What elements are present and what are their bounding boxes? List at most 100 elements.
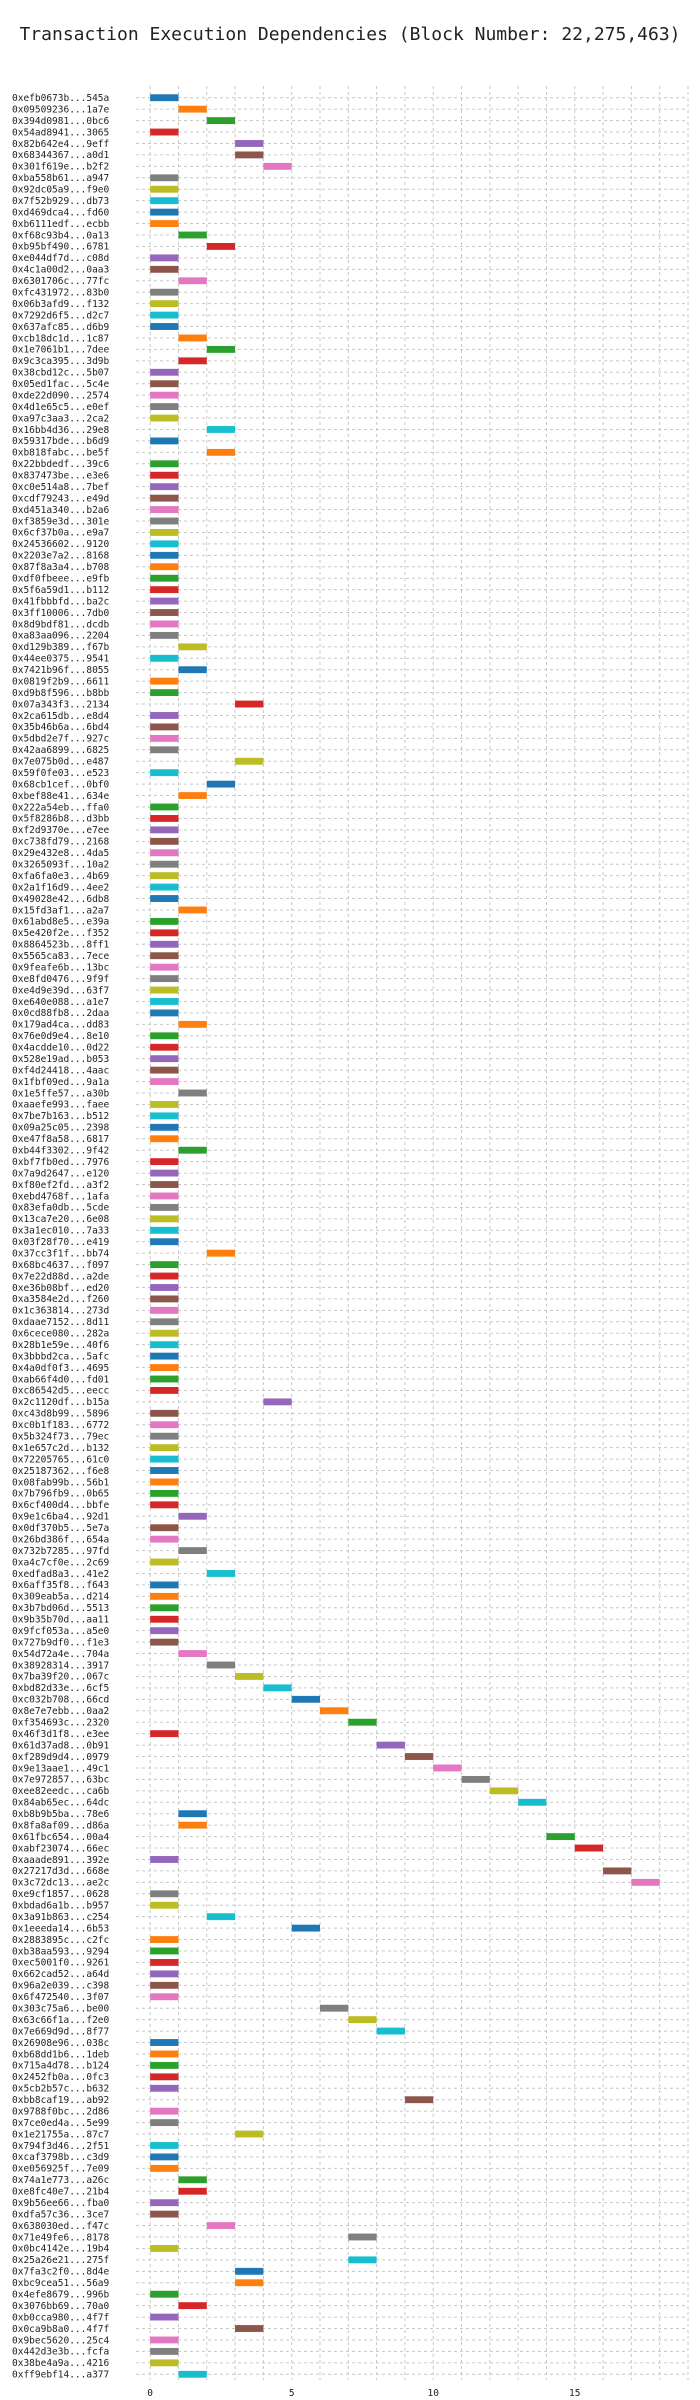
tx-label: 0x3c72dc13...ae2c bbox=[12, 1878, 109, 1889]
tx-label: 0x8fa8af09...d86a bbox=[12, 1820, 109, 1831]
tx-label: 0xb818fabc...be5f bbox=[12, 448, 109, 459]
tx-label: 0x82b642e4...9eff bbox=[12, 139, 109, 150]
tx-bar bbox=[150, 872, 179, 880]
tx-bar bbox=[235, 140, 264, 147]
tx-bar bbox=[150, 1101, 179, 1108]
tx-bar bbox=[348, 2256, 377, 2264]
tx-label: 0xd451a340...b2a6 bbox=[12, 505, 110, 516]
tx-bar bbox=[150, 1352, 179, 1360]
tx-label: 0x2a1f16d9...4ee2 bbox=[12, 882, 109, 893]
tx-label: 0x84ab65ec...64dc bbox=[12, 1798, 109, 1809]
tx-label: 0x7421b96f...8055 bbox=[12, 665, 109, 676]
tx-label: 0x05ed1fac...5c4e bbox=[12, 379, 110, 390]
tx-bar bbox=[150, 1501, 179, 1509]
tx-label: 0x0819f2b9...6611 bbox=[12, 676, 110, 687]
tx-label: 0x71e49fe6...8178 bbox=[12, 2232, 110, 2243]
tx-bar bbox=[150, 631, 179, 639]
tx-label: 0x6aff35f8...f643 bbox=[12, 1580, 109, 1591]
tx-label: 0xc0e514a8...7bef bbox=[12, 482, 109, 493]
tx-bar bbox=[150, 2142, 179, 2149]
tx-label: 0x61d37ad8...0b91 bbox=[12, 1740, 110, 1751]
tx-bar bbox=[150, 1066, 179, 1074]
tx-label: 0x4acdde10...0d22 bbox=[12, 1043, 109, 1054]
tx-label: 0x7ce0ed4a...5e99 bbox=[12, 2118, 110, 2129]
tx-label: 0x3a1ec010...7a33 bbox=[12, 1226, 109, 1237]
tx-bar bbox=[150, 952, 179, 960]
tx-label: 0x7e669d9d...8f77 bbox=[12, 2026, 109, 2037]
tx-label: 0x38be4a9a...4216 bbox=[12, 2358, 110, 2369]
tx-bar bbox=[178, 906, 207, 914]
tx-bar bbox=[150, 1272, 179, 1280]
tx-bar bbox=[150, 1192, 179, 1200]
tx-bar bbox=[150, 460, 179, 468]
tx-bar bbox=[206, 426, 236, 433]
tx-label: 0x4efe8679...996b bbox=[12, 2290, 110, 2301]
tx-bar bbox=[150, 1295, 179, 1303]
tx-bar bbox=[206, 1249, 236, 1257]
tx-bar bbox=[150, 1535, 179, 1543]
tx-bar bbox=[150, 1581, 179, 1589]
tx-bar bbox=[150, 2336, 179, 2344]
tx-bar bbox=[150, 895, 179, 902]
tx-label: 0x24536602...9120 bbox=[12, 539, 110, 550]
tx-bar bbox=[150, 563, 179, 571]
tx-bar bbox=[150, 815, 179, 822]
tx-label: 0xe4d9e39d...63f7 bbox=[12, 985, 109, 996]
tx-label: 0x63c66f1a...f2e0 bbox=[12, 2015, 110, 2026]
tx-label: 0xdaae7152...8d11 bbox=[12, 1317, 110, 1328]
tx-label: 0x13ca7e20...6e08 bbox=[12, 1214, 110, 1225]
tx-label: 0x54d72a4e...704a bbox=[12, 1649, 109, 1660]
tx-bar bbox=[150, 1078, 179, 1085]
tx-label: 0x4a0df0f3...4695 bbox=[12, 1363, 109, 1374]
tx-label: 0x794f3d46...2f51 bbox=[12, 2141, 110, 2152]
tx-bar bbox=[150, 1615, 179, 1623]
tx-bar bbox=[150, 391, 179, 399]
tx-bar bbox=[150, 574, 179, 582]
tx-label: 0x1e5ffe57...a30b bbox=[12, 1088, 110, 1099]
tx-label: 0x07a343f3...2134 bbox=[12, 699, 110, 710]
tx-label: 0x25187362...f6e8 bbox=[12, 1466, 110, 1477]
tx-label: 0x92dc05a9...f9e0 bbox=[12, 185, 110, 196]
y-tick-labels: 0xefb0673b...545a0x09509236...1a7e0x394d… bbox=[12, 93, 110, 2381]
tx-label: 0x9bec5620...25c4 bbox=[12, 2335, 110, 2346]
tx-label: 0x0cd88fb8...2daa bbox=[12, 1008, 109, 1019]
x-tick-labels: 0 5 10 15 bbox=[147, 2388, 580, 2399]
tx-bar bbox=[150, 1215, 179, 1223]
tx-label: 0xb0cca980...4f7f bbox=[12, 2312, 109, 2323]
tx-bar bbox=[150, 1318, 179, 1326]
tx-bar bbox=[150, 998, 179, 1005]
tx-bar bbox=[150, 1009, 179, 1017]
tx-bar bbox=[178, 334, 207, 342]
tx-bar bbox=[150, 254, 179, 262]
tx-bar bbox=[150, 2119, 179, 2127]
tx-bar bbox=[348, 1718, 377, 1726]
tx-bar bbox=[150, 494, 179, 502]
tx-label: 0xbef88e41...634e bbox=[12, 791, 110, 802]
tx-bar bbox=[150, 654, 179, 662]
tx-bar bbox=[235, 757, 264, 765]
tx-label: 0x7e22d88d...a2de bbox=[12, 1271, 110, 1282]
tx-label: 0x68cb1cef...0bf0 bbox=[12, 779, 110, 790]
tx-label: 0x9fcf053a...a5e0 bbox=[12, 1626, 110, 1637]
tx-bar bbox=[291, 1924, 320, 1932]
tx-bar bbox=[178, 792, 207, 799]
tx-label: 0x6301706c...77fc bbox=[12, 276, 109, 287]
tx-bar bbox=[150, 1604, 179, 1612]
tx-label: 0xf3859e3d...301e bbox=[12, 516, 110, 527]
tx-label: 0x46f3d1f8...e3ee bbox=[12, 1729, 110, 1740]
tx-label: 0x5cb2b57c...b632 bbox=[12, 2084, 109, 2095]
tx-bar bbox=[150, 2107, 179, 2115]
tx-label: 0xfc431972...83b0 bbox=[12, 288, 110, 299]
tx-bar bbox=[150, 1558, 179, 1566]
tx-bar bbox=[150, 1341, 179, 1349]
tx-label: 0x7b796fb9...0b65 bbox=[12, 1489, 109, 1500]
tx-bar bbox=[206, 243, 236, 250]
tx-bar bbox=[150, 883, 179, 891]
tx-label: 0xb95bf490...6781 bbox=[12, 242, 110, 253]
tx-bar bbox=[150, 1455, 179, 1463]
tx-bar bbox=[150, 368, 179, 376]
grid-lines bbox=[136, 86, 689, 2380]
tx-bar bbox=[150, 2153, 179, 2161]
tx-label: 0x662cad52...a64d bbox=[12, 1969, 109, 1980]
tx-label: 0xcb18dc1d...1c87 bbox=[12, 333, 109, 344]
